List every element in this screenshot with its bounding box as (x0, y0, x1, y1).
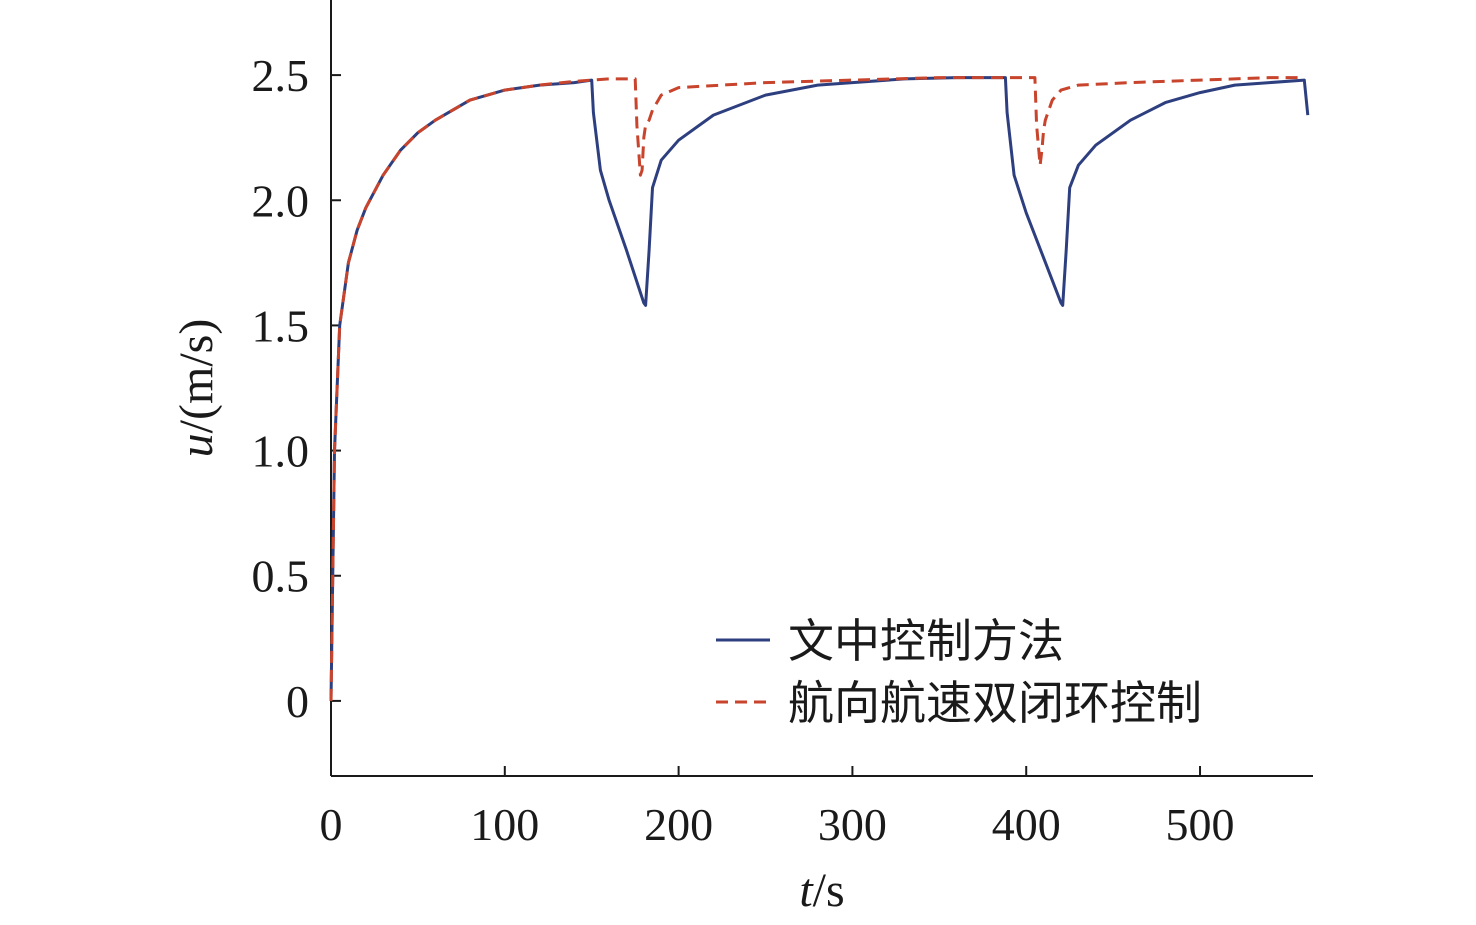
y-tick-label: 2.0 (252, 175, 310, 226)
series-line-1 (329, 76, 1310, 701)
legend-label-series-1: 文中控制方法 (788, 614, 1064, 668)
y-axis-label: u/(m/s) (170, 319, 223, 458)
x-tick-label: 200 (644, 799, 713, 850)
x-tick-label: 500 (1166, 799, 1235, 850)
plot-area (329, 76, 1310, 701)
y-ticks: 0 0.5 1.0 1.5 2.0 2.5 (252, 50, 341, 727)
x-tick-label: 100 (470, 799, 539, 850)
legend-label-series-2: 航向航速双闭环控制 (788, 676, 1202, 730)
y-tick-label: 0 (286, 676, 309, 727)
y-tick-label: 0.5 (252, 551, 310, 602)
y-tick-label: 1.0 (252, 426, 310, 477)
legend: 文中控制方法 航向航速双闭环控制 (716, 614, 1202, 730)
x-axis-label: t/s (799, 864, 844, 917)
x-ticks: 0 100 200 300 400 500 (320, 766, 1235, 850)
x-tick-label: 0 (320, 799, 343, 850)
x-tick-label: 300 (818, 799, 887, 850)
x-tick-label: 400 (992, 799, 1061, 850)
series-line-2 (329, 76, 1305, 701)
y-tick-label: 2.5 (252, 50, 310, 101)
y-tick-label: 1.5 (252, 300, 310, 351)
